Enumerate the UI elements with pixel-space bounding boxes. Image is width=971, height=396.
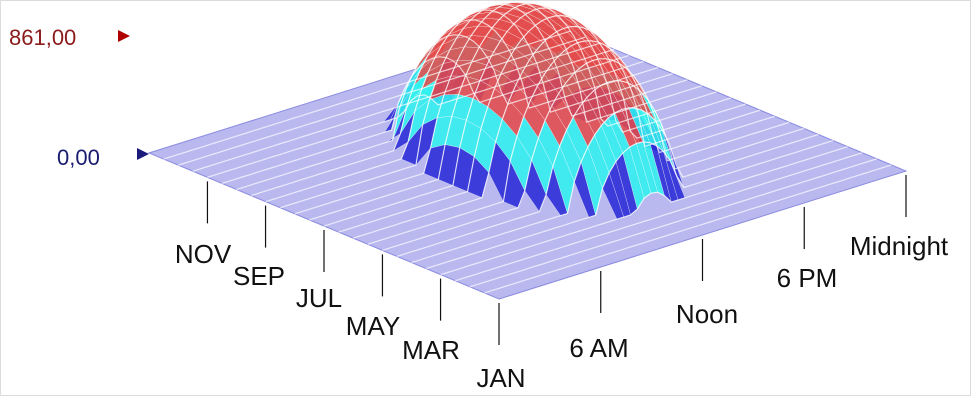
grid-line — [309, 2, 717, 221]
grid-line — [294, 1, 702, 215]
grid-line — [207, 48, 615, 178]
grid-line — [221, 54, 630, 184]
time-tick-label: 6 AM — [569, 333, 628, 363]
month-tick-label: JAN — [476, 363, 525, 393]
grid-line — [265, 9, 673, 203]
grid-line — [338, 14, 746, 233]
z-min-label: 0,00 — [57, 145, 100, 170]
time-tick-label: Midnight — [850, 231, 949, 261]
grid-line — [163, 30, 571, 160]
month-tick-label: JUL — [296, 283, 342, 313]
grid-line — [236, 34, 644, 191]
grid-line — [323, 7, 732, 227]
grid-line — [440, 146, 848, 276]
grid-line — [367, 40, 775, 245]
grid-line — [484, 164, 892, 294]
grid-line — [425, 140, 834, 270]
time-tick-label: 6 PM — [777, 263, 838, 293]
grid-line — [192, 42, 600, 172]
grid-line — [469, 158, 877, 288]
month-tick-label: MAR — [402, 335, 460, 365]
grid-line — [455, 152, 863, 282]
grid-line — [280, 3, 688, 209]
month-tick-label: SEP — [233, 261, 285, 291]
grid-line — [178, 36, 586, 166]
month-tick-label: MAY — [346, 311, 400, 341]
z-min-marker — [137, 148, 149, 160]
grid-line — [250, 19, 659, 197]
time-tick-label: Noon — [676, 299, 738, 329]
grid-line — [382, 58, 790, 251]
z-max-marker — [118, 30, 130, 42]
month-tick-label: NOV — [175, 239, 232, 269]
z-max-label: 861,00 — [9, 25, 76, 50]
